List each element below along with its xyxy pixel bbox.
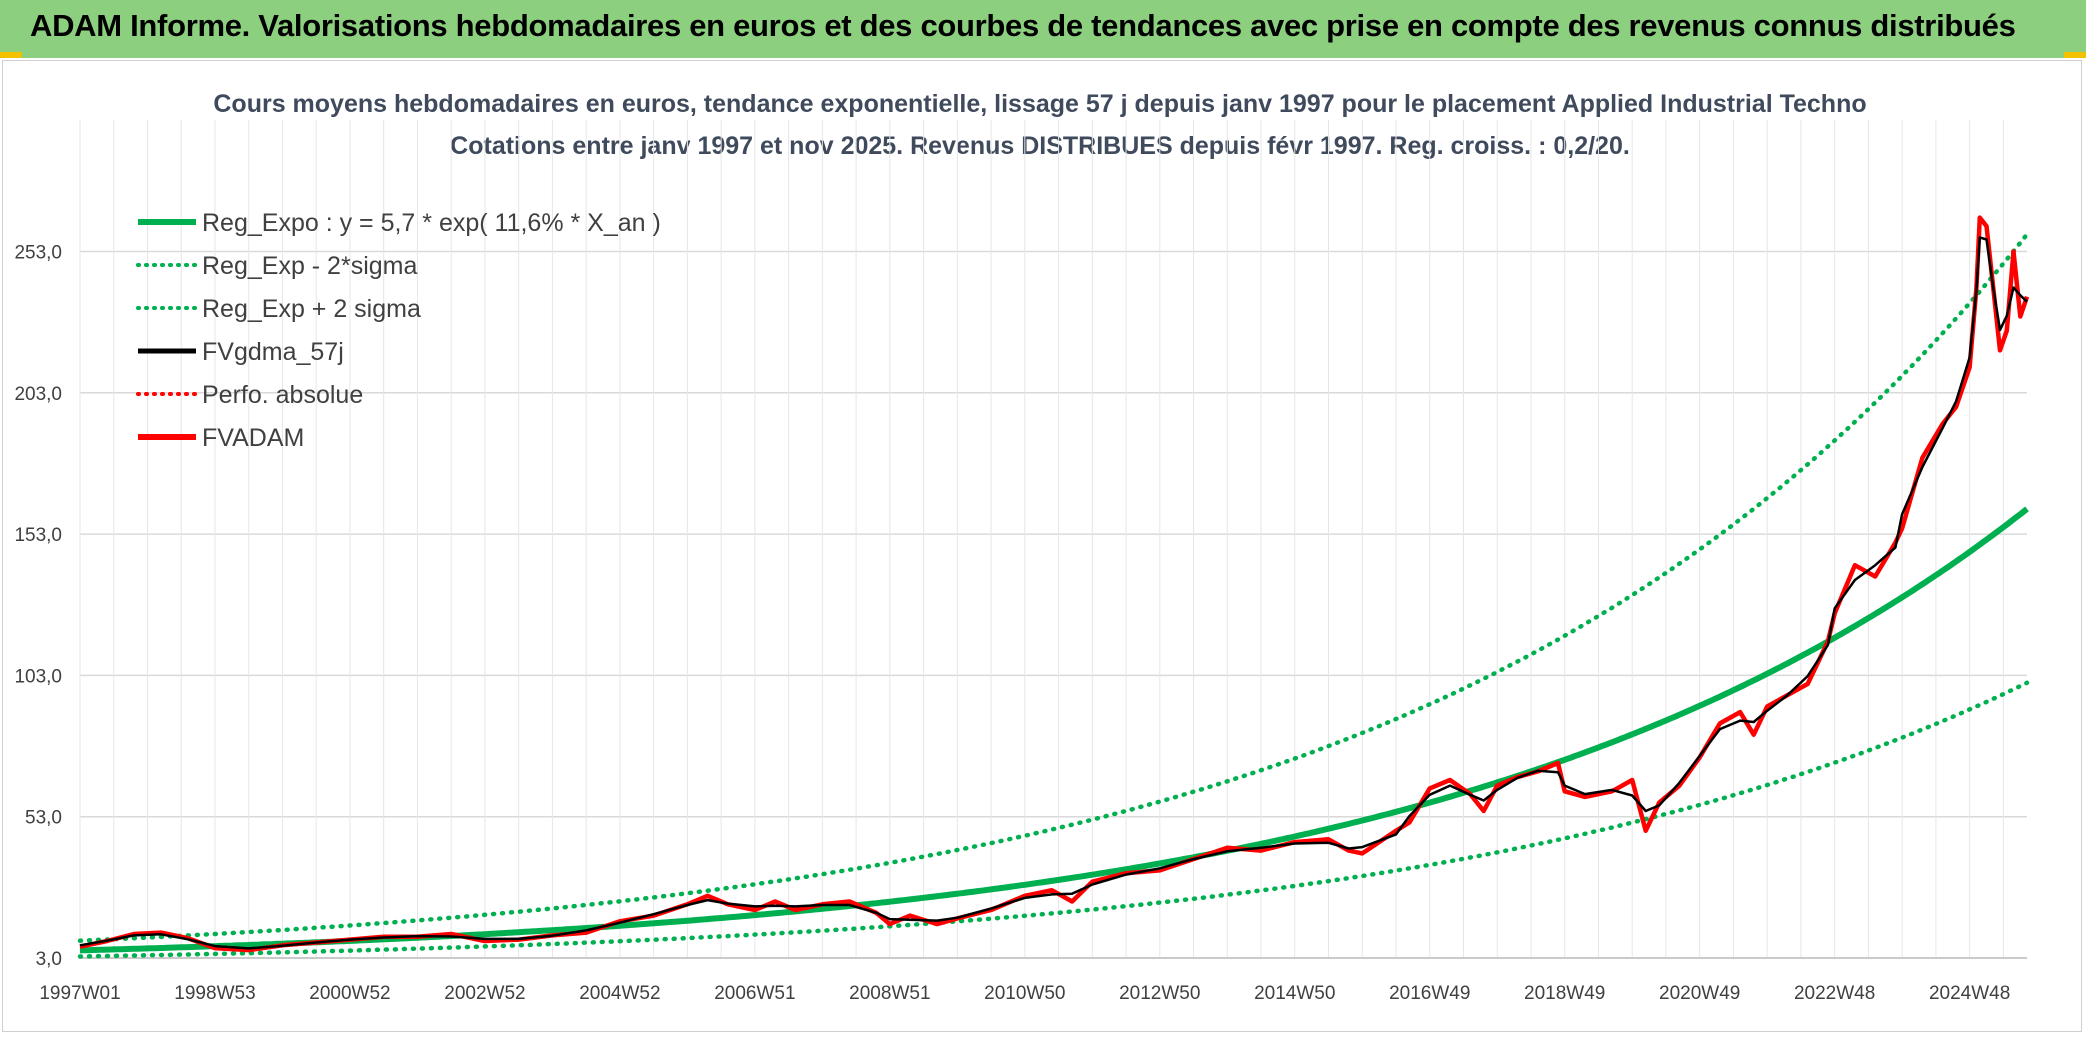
y-tick-label: 203,0 xyxy=(14,384,62,405)
x-tick-label: 2014W50 xyxy=(1254,983,1335,1004)
x-tick-label: 1997W01 xyxy=(39,983,120,1004)
chart-title-line-2: Cotations entre janv 1997 et nov 2025. R… xyxy=(450,132,1630,160)
y-tick-label: 103,0 xyxy=(14,666,62,687)
legend-label: FVgdma_57j xyxy=(202,338,344,366)
legend-label: Reg_Expo : y = 5,7 * exp( 11,6% * X_an ) xyxy=(202,209,661,237)
x-axis-ticks: 1997W01 1998W53 2000W52 2002W52 2004W52 2006W… xyxy=(39,983,2010,1004)
corner-accent-right xyxy=(2064,52,2086,58)
y-tick-label: 253,0 xyxy=(14,243,62,264)
y-tick-label: 53,0 xyxy=(25,808,62,829)
x-tick-label: 2004W52 xyxy=(579,983,660,1004)
x-tick-label: 2012W50 xyxy=(1119,983,1200,1004)
series-fvadam xyxy=(79,215,2030,953)
x-tick-label: 2020W49 xyxy=(1659,983,1740,1004)
legend-label: Reg_Exp + 2 sigma xyxy=(202,295,421,323)
x-tick-label: 2010W50 xyxy=(984,983,1065,1004)
x-tick-label: 2008W51 xyxy=(849,983,930,1004)
x-tick-label: 2002W52 xyxy=(444,983,525,1004)
x-tick-label: 2022W48 xyxy=(1794,983,1875,1004)
series-reg-exp-plus-2-sigma xyxy=(77,232,2030,943)
x-tick-label: 2000W52 xyxy=(309,983,390,1004)
series-fvgdma-57j xyxy=(79,236,2028,950)
y-tick-label: 3,0 xyxy=(36,949,62,970)
x-tick-label: 2024W48 xyxy=(1929,983,2010,1004)
corner-accent-left xyxy=(0,52,22,58)
x-tick-label: 2006W51 xyxy=(714,983,795,1004)
y-tick-label: 153,0 xyxy=(14,525,62,546)
chart-frame xyxy=(2,60,2082,1032)
report-title: ADAM Informe. Valorisations hebdomadaire… xyxy=(30,8,2016,43)
legend-label: FVADAM xyxy=(202,424,304,452)
grid-lines xyxy=(79,120,2027,959)
x-tick-label: 1998W53 xyxy=(174,983,255,1004)
series-reg-expo xyxy=(79,506,2029,954)
legend: Reg_Expo : y = 5,7 * exp( 11,6% * X_an )… xyxy=(136,209,661,452)
legend-label: Perfo. absolue xyxy=(202,381,363,409)
series-reg-exp-minus-2-sigma xyxy=(77,680,2030,959)
plot-area xyxy=(77,215,2030,959)
chart-title-line-1: Cours moyens hebdomadaires en euros, ten… xyxy=(213,90,1866,118)
x-tick-label: 2018W49 xyxy=(1524,983,1605,1004)
legend-label: Reg_Exp - 2*sigma xyxy=(202,252,417,280)
report-banner: ADAM Informe. Valorisations hebdomadaire… xyxy=(0,0,2086,58)
y-axis-ticks: 3,0 53,0 103,0 153,0 203,0 253,0 xyxy=(14,243,62,971)
x-tick-label: 2016W49 xyxy=(1389,983,1470,1004)
